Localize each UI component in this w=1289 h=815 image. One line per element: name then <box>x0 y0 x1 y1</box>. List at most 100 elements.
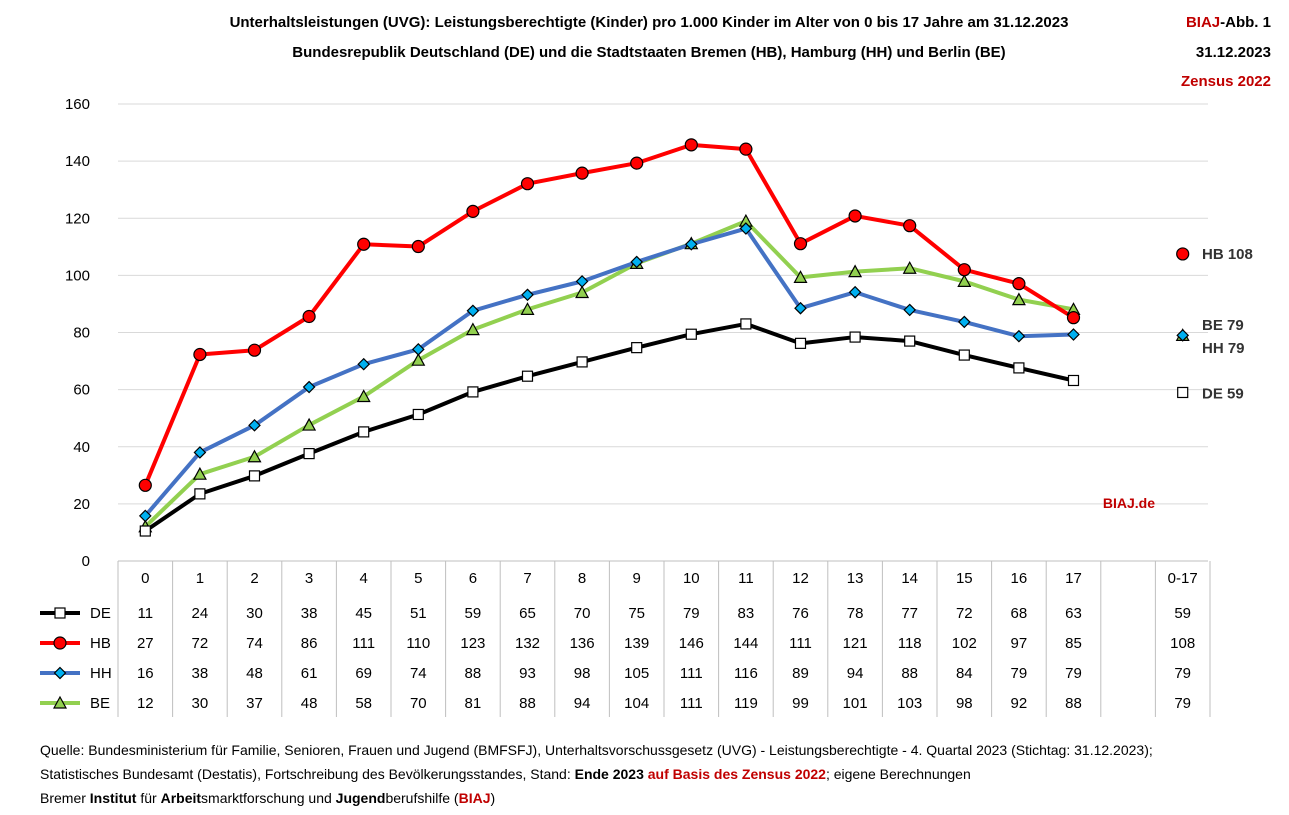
table-cell: 111 <box>352 635 375 652</box>
table-cell-total: 108 <box>1170 635 1195 652</box>
y-tick-label: 80 <box>73 325 90 342</box>
data-point-de <box>248 470 261 482</box>
table-cell: 74 <box>410 665 427 682</box>
x-tick-label-total: 0-17 <box>1168 570 1198 587</box>
legend-marker-de <box>54 607 66 619</box>
table-cell: 88 <box>519 695 536 712</box>
table-cell: 70 <box>410 695 427 712</box>
data-point-de <box>1067 374 1080 387</box>
table-cell: 94 <box>574 695 591 712</box>
legend-marker-hh <box>53 666 67 680</box>
data-point-hh <box>1012 329 1026 343</box>
y-tick-label: 40 <box>73 439 90 456</box>
x-tick-label: 11 <box>738 570 754 587</box>
table-cell: 132 <box>515 635 540 652</box>
table-cell: 103 <box>897 695 922 712</box>
table-cell: 111 <box>789 635 812 652</box>
table-cell: 98 <box>956 695 973 712</box>
table-cell: 69 <box>355 665 372 682</box>
x-tick-label: 8 <box>578 570 586 587</box>
data-point-hh <box>193 446 207 459</box>
table-cell: 123 <box>460 635 485 652</box>
data-point-hh <box>575 275 589 288</box>
series-line-de <box>143 321 1076 534</box>
table-cell-total: 59 <box>1174 605 1191 622</box>
data-point-de <box>521 370 534 382</box>
legend-label-hb: HB <box>90 635 111 652</box>
source-line-2: Statistisches Bundesamt (Destatis), Fort… <box>40 762 1153 786</box>
table-cell: 78 <box>847 605 864 622</box>
x-tick-label: 16 <box>1011 570 1028 587</box>
x-tick-label: 12 <box>792 570 809 587</box>
data-point-hh <box>466 304 480 318</box>
table-cell: 24 <box>192 605 209 622</box>
legend-marker-be <box>52 695 68 709</box>
x-tick-label: 13 <box>847 570 864 587</box>
source-text: berufshilfe ( <box>385 790 459 806</box>
end-label-de: DE 59 <box>1202 385 1244 402</box>
x-tick-label: 7 <box>523 570 531 587</box>
figure-census: Zensus 2022 <box>1180 73 1271 90</box>
y-tick-label: 140 <box>65 153 90 170</box>
data-point-be <box>302 417 317 431</box>
data-point-de <box>794 337 807 349</box>
table-cell: 110 <box>406 635 430 652</box>
table-cell: 101 <box>843 695 868 712</box>
table-cell: 118 <box>898 635 922 652</box>
x-tick-label: 17 <box>1065 570 1082 587</box>
table-cell: 105 <box>624 665 649 682</box>
table-cell: 72 <box>192 635 209 652</box>
table-cell: 11 <box>138 605 154 622</box>
table-cell: 84 <box>956 665 973 682</box>
source-red-bold: auf Basis des Zensus 2022 <box>643 766 826 782</box>
data-point-hh <box>630 255 644 269</box>
legend-marker-hb <box>53 636 67 650</box>
table-cell: 136 <box>570 635 595 652</box>
source-text: Statistisches Bundesamt (Destatis), Fort… <box>40 766 575 782</box>
table-cell: 65 <box>519 605 536 622</box>
table-cell: 38 <box>192 665 209 682</box>
x-tick-label: 1 <box>196 570 204 587</box>
data-point-de <box>194 488 206 500</box>
y-tick-label: 0 <box>82 553 90 570</box>
data-point-hb <box>466 204 480 218</box>
source-text: für <box>136 790 161 806</box>
data-point-hh <box>957 315 971 329</box>
table-cell: 111 <box>680 695 703 712</box>
data-point-hb <box>411 239 425 254</box>
table-cell: 61 <box>301 665 318 682</box>
data-point-de <box>139 525 151 537</box>
table-cell: 92 <box>1011 695 1028 712</box>
source-line-3: Bremer Institut für Arbeitsmarktforschun… <box>40 786 1153 810</box>
table-cell: 30 <box>192 695 209 712</box>
data-point-de <box>958 349 970 361</box>
table-cell: 68 <box>1011 605 1028 622</box>
data-point-hh <box>411 343 425 356</box>
table-cell: 58 <box>355 695 372 712</box>
data-point-be <box>902 260 917 274</box>
series-line-hh <box>143 226 1076 518</box>
x-tick-label: 14 <box>901 570 918 587</box>
x-tick-label: 2 <box>250 570 258 587</box>
chart-title: Unterhaltsleistungen (UVG): Leistungsber… <box>229 14 1069 31</box>
data-point-be <box>1011 292 1026 306</box>
data-point-de <box>303 448 315 460</box>
table-cell: 79 <box>1065 665 1082 682</box>
source-bold: Institut <box>89 790 137 806</box>
watermark: BIAJ.de <box>1103 495 1155 511</box>
data-point-hb <box>357 237 371 251</box>
data-point-hb <box>1012 277 1026 291</box>
data-point-hb <box>1066 311 1081 325</box>
table-cell: 27 <box>137 635 154 652</box>
table-cell: 88 <box>1065 695 1082 712</box>
data-point-be <box>192 466 207 480</box>
figure-label: BIAJ-Abb. 1 <box>1186 14 1271 31</box>
data-point-hh <box>794 301 807 315</box>
table-cell: 116 <box>734 665 758 682</box>
data-point-hb <box>848 209 862 223</box>
data-point-hh <box>848 285 862 299</box>
table-cell: 88 <box>465 665 482 682</box>
data-point-be <box>356 389 371 403</box>
data-point-be <box>957 274 972 287</box>
y-tick-label: 100 <box>65 267 90 284</box>
